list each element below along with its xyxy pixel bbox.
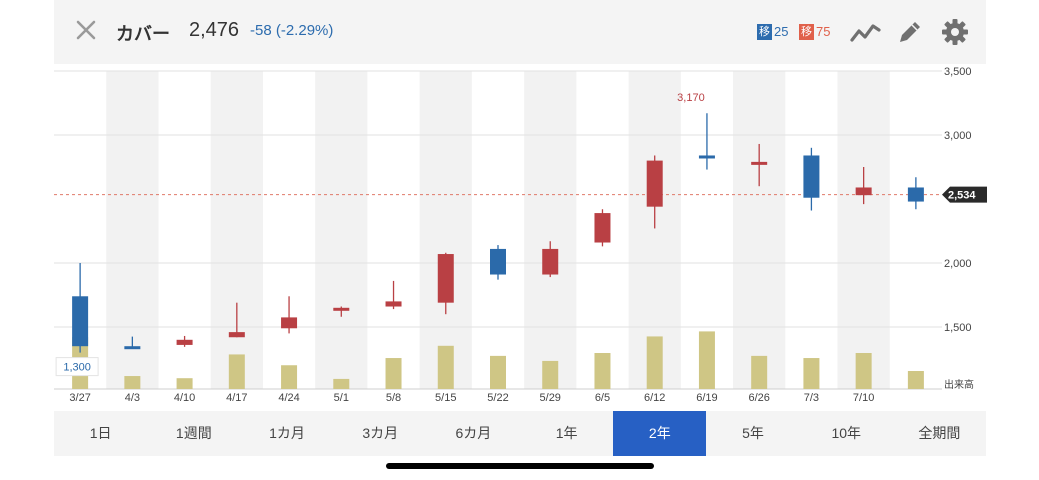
candle-up[interactable] xyxy=(751,161,768,165)
high-price-label: 3,170 xyxy=(677,92,705,104)
period-button[interactable]: 10年 xyxy=(831,425,862,441)
volume-bar xyxy=(698,331,715,389)
volume-bar xyxy=(385,358,402,389)
x-tick-label: 4/17 xyxy=(226,392,247,404)
x-tick-label: 5/8 xyxy=(386,392,401,404)
current-price-tag xyxy=(942,186,987,203)
candle-up[interactable] xyxy=(542,248,559,275)
volume-bar xyxy=(542,360,559,389)
period-button[interactable]: 全期間 xyxy=(918,425,961,441)
stock-header: カバー 2,476 -58 (-2.29%) 移 25 移 75 xyxy=(54,0,986,64)
volume-bar xyxy=(646,336,663,389)
ma-short-label: 移 xyxy=(757,23,772,40)
low-price-label-box xyxy=(55,357,99,377)
price-change: -58 (-2.29%) xyxy=(250,22,334,39)
candle-up[interactable] xyxy=(228,332,245,338)
volume-bar xyxy=(803,358,820,389)
volume-bar xyxy=(333,378,350,389)
candle-up[interactable] xyxy=(385,301,402,307)
y-tick-label: 2,000 xyxy=(944,258,972,270)
period-button[interactable]: 3カ月 xyxy=(362,425,399,441)
candlestick-chart[interactable]: 3,500 3,000 2,000 1,500 出来高 2,534 3,170 1,300 3/… xyxy=(0,64,1039,410)
volume-bar xyxy=(281,365,298,389)
x-tick-label: 6/5 xyxy=(595,392,610,404)
x-tick-label: 5/29 xyxy=(540,392,561,404)
volume-bar xyxy=(907,371,924,389)
line-chart-icon[interactable] xyxy=(849,16,881,48)
volume-bar xyxy=(594,353,611,389)
background-band xyxy=(628,71,681,389)
candle-up[interactable] xyxy=(281,317,298,329)
period-button[interactable]: 1週間 xyxy=(175,425,212,441)
volume-bar xyxy=(751,355,768,389)
home-indicator[interactable] xyxy=(386,463,654,469)
ma-long-value: 75 xyxy=(816,24,831,40)
candle-down[interactable] xyxy=(124,346,141,350)
background-band xyxy=(837,71,890,389)
candle-up[interactable] xyxy=(855,187,872,196)
x-tick-label: 3/27 xyxy=(69,392,90,404)
y-tick-label: 1,500 xyxy=(944,322,972,334)
candle-down[interactable] xyxy=(490,248,506,275)
volume-bar xyxy=(855,353,872,389)
period-button[interactable]: 1日 xyxy=(89,425,112,441)
pencil-icon[interactable] xyxy=(894,16,926,48)
candle-up[interactable] xyxy=(176,339,193,345)
period-button[interactable]: 2年 xyxy=(613,411,707,456)
candle-down[interactable] xyxy=(698,155,715,159)
x-tick-label: 4/3 xyxy=(125,392,140,404)
period-button[interactable]: 1年 xyxy=(555,425,578,441)
x-tick-label: 5/1 xyxy=(334,392,349,404)
background-band xyxy=(419,71,472,389)
stock-name: カバー xyxy=(116,24,170,44)
background-band xyxy=(315,71,368,389)
x-tick-label: 4/10 xyxy=(174,392,195,404)
ma-short-value: 25 xyxy=(774,24,789,40)
x-tick-label: 7/10 xyxy=(853,392,874,404)
volume-bar xyxy=(124,376,141,389)
ma-long-badge[interactable]: 移 75 xyxy=(799,23,830,41)
current-price-label: 2,534 xyxy=(948,190,976,202)
x-tick-label: 7/3 xyxy=(804,392,819,404)
volume-bar xyxy=(490,355,506,389)
ma-long-label: 移 xyxy=(799,23,814,40)
candle-up[interactable] xyxy=(646,160,663,207)
x-tick-label: 6/12 xyxy=(644,392,665,404)
candle-up[interactable] xyxy=(437,254,454,303)
background-band xyxy=(210,71,263,389)
period-button[interactable]: 1カ月 xyxy=(269,425,305,441)
chart-area[interactable]: 3,500 3,000 2,000 1,500 出来高 2,534 3,170 1,300 3/… xyxy=(0,64,1039,410)
volume-bar xyxy=(437,345,454,389)
candle-down[interactable] xyxy=(72,296,89,347)
gear-icon[interactable] xyxy=(939,16,971,48)
period-button[interactable]: 6カ月 xyxy=(455,425,492,441)
close-icon[interactable] xyxy=(74,18,98,42)
candle-up[interactable] xyxy=(333,307,350,311)
x-tick-label: 5/22 xyxy=(487,392,508,404)
period-selector: 1日 1週間 1カ月 3カ月 6カ月 1年 2年 5年 10年 全期間 xyxy=(54,411,986,456)
x-tick-label: 6/19 xyxy=(696,392,717,404)
background-band xyxy=(106,71,159,389)
volume-axis-label: 出来高 xyxy=(944,378,974,391)
stock-price: 2,476 xyxy=(189,19,240,41)
candle-down[interactable] xyxy=(907,187,924,202)
y-tick-label: 3,000 xyxy=(944,130,972,142)
period-button[interactable]: 5年 xyxy=(742,425,764,441)
background-band xyxy=(733,71,786,389)
candle-up[interactable] xyxy=(594,213,611,243)
low-price-label: 1,300 xyxy=(63,362,91,374)
y-tick-label: 3,500 xyxy=(944,66,972,78)
background-band xyxy=(524,71,577,389)
volume-bar xyxy=(176,378,193,389)
x-tick-label: 4/24 xyxy=(278,392,299,404)
x-tick-label: 5/15 xyxy=(435,392,456,404)
volume-bar xyxy=(228,354,245,389)
candle-down[interactable] xyxy=(803,155,820,198)
x-tick-label: 6/26 xyxy=(748,392,769,404)
ma-short-badge[interactable]: 移 25 xyxy=(757,23,788,41)
